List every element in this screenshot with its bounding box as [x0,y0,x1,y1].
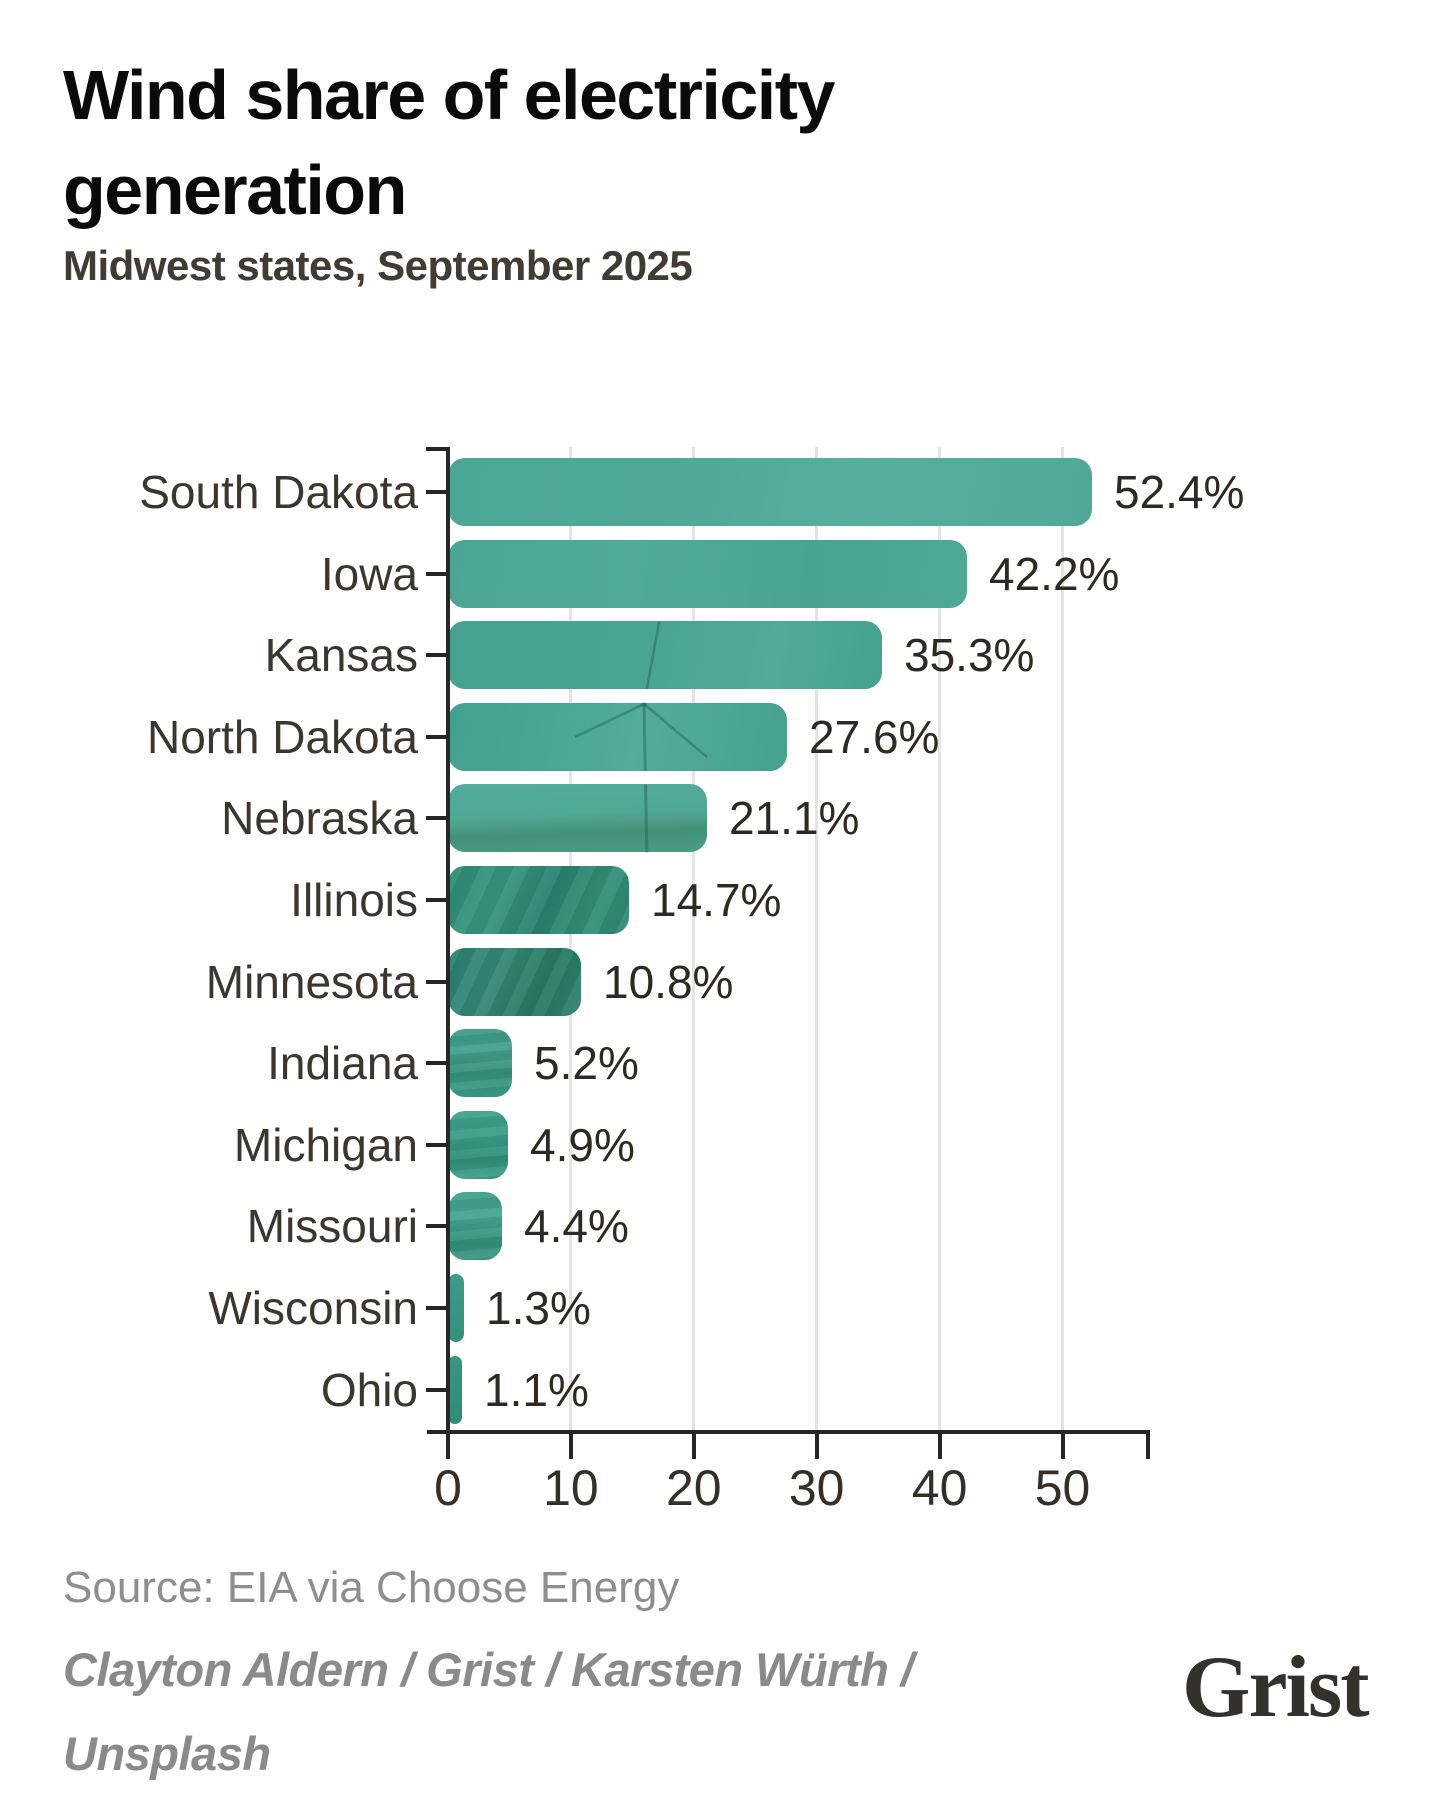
x-tick-label-30: 30 [788,1460,845,1516]
y-axis-tick [426,898,448,902]
gridline-20 [692,447,696,1432]
x-tick-label-50: 50 [1034,1460,1091,1516]
value-label: 1.3% [486,1282,591,1334]
wind-turbine-silhouette [574,621,708,853]
category-label: Kansas [264,629,418,682]
gridline-50 [1061,447,1064,1432]
x-axis-tick-40 [937,1430,942,1459]
bar-indiana [448,1029,512,1098]
value-label: 27.6% [809,710,940,763]
y-axis-line [446,447,450,1434]
y-axis-top-cap [426,447,448,451]
value-label: 4.4% [524,1200,629,1253]
bar-kansas [448,621,882,690]
x-tick-label-40: 40 [911,1460,968,1516]
category-label: Nebraska [221,792,418,845]
category-label: South Dakota [139,466,418,518]
bar-minnesota [448,947,581,1016]
x-axis-line [427,1430,1150,1434]
bar-wisconsin [448,1274,464,1342]
y-axis-tick [426,979,448,984]
category-label: Illinois [290,874,418,926]
value-label: 4.9% [530,1118,635,1171]
bar-ohio [448,1355,462,1424]
y-axis-tick [426,816,448,821]
x-axis-tick-50 [1060,1430,1065,1459]
y-axis-tick [426,571,448,576]
x-axis-end-cap [1146,1430,1150,1459]
gridline-40 [938,447,942,1432]
y-axis-tick [426,653,448,658]
x-axis-tick-30 [814,1430,819,1459]
category-label: Indiana [267,1037,418,1090]
y-axis-tick [426,1306,448,1310]
category-label: North Dakota [146,710,418,763]
bar-missouri [448,1192,502,1261]
value-label: 1.1% [484,1363,589,1416]
bar-michigan [448,1110,508,1179]
x-tick-label-10: 10 [543,1460,599,1516]
credit-note: Clayton Aldern / Grist / Karsten Würth /… [63,1643,914,1780]
x-tick-label-0: 0 [434,1460,462,1516]
value-label: 35.3% [904,629,1035,682]
value-label: 14.7% [651,874,782,926]
y-axis-tick [426,1224,448,1229]
gridline-30 [815,447,819,1432]
value-label: 21.1% [729,792,860,845]
grist-logo: Grist [1182,1639,1370,1736]
value-label: 42.2% [989,547,1120,600]
bar-south-dakota [448,458,1092,526]
category-label: Iowa [320,547,418,600]
chart-subtitle: Midwest states, September 2025 [63,242,693,289]
chart-title: Wind share of electricity generation [63,56,836,229]
x-axis-tick-0 [446,1430,450,1459]
category-label: Missouri [246,1200,418,1253]
bar-illinois [448,866,629,934]
value-label: 10.8% [603,955,734,1008]
x-axis-tick-20 [691,1430,696,1459]
category-label: Michigan [233,1118,418,1171]
bar-north-dakota [448,702,787,771]
x-tick-label-20: 20 [665,1460,722,1516]
y-axis-tick [426,1142,448,1147]
category-label: Minnesota [205,955,418,1008]
y-axis-tick [426,734,448,739]
category-label: Wisconsin [208,1282,418,1334]
y-axis-tick [426,490,448,494]
bar-iowa [448,539,967,608]
gridline-10 [569,447,573,1432]
category-label: Ohio [320,1363,418,1416]
source-note: Source: EIA via Choose Energy [63,1563,680,1612]
y-axis-tick [426,1387,448,1392]
value-label: 52.4% [1114,466,1245,518]
bar-nebraska [448,784,707,853]
value-label: 5.2% [534,1037,639,1090]
x-axis-tick-10 [568,1430,573,1459]
y-axis-tick [426,1061,448,1066]
